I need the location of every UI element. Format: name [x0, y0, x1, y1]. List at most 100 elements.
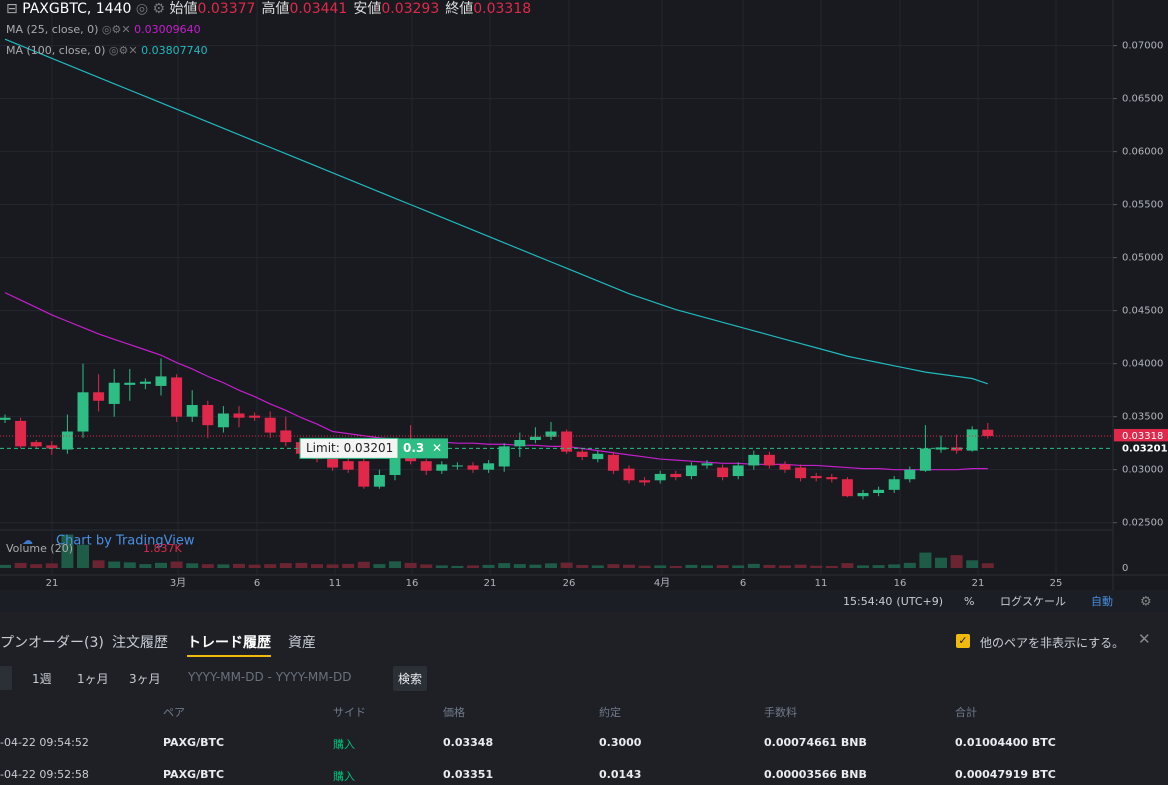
volume-bar	[903, 562, 916, 568]
candle-body	[46, 445, 58, 449]
x-tick-label: 11	[815, 578, 828, 589]
volume-bar	[14, 562, 27, 568]
volume-bar	[732, 565, 745, 568]
volume-bar	[981, 563, 994, 568]
candle-body	[685, 465, 697, 477]
hide-other: 他のペアを非表示にする。	[980, 636, 1125, 650]
column-header: サイド	[333, 706, 366, 719]
candle-body	[966, 429, 978, 451]
candle-body	[701, 463, 713, 466]
percent-btn[interactable]: %	[964, 595, 974, 608]
volume-bar	[295, 562, 308, 568]
volume-bar	[747, 563, 760, 568]
candle-body	[15, 420, 27, 447]
checkbox[interactable]: ✓	[956, 634, 970, 648]
cell: 0.00003566 BNB	[764, 768, 867, 781]
filter-bg	[0, 666, 12, 690]
close[interactable]: ✕	[1138, 630, 1151, 648]
search-btn[interactable]: 検索	[393, 666, 428, 691]
candle-body	[233, 413, 245, 418]
ohlc-label: 安値	[353, 1, 381, 17]
candle-body	[748, 454, 760, 466]
candle-body	[576, 451, 588, 457]
volume-bar	[342, 563, 355, 568]
filter[interactable]: 3ヶ月	[129, 672, 161, 686]
candle-body	[373, 474, 385, 487]
log-btn[interactable]: ログスケール	[1000, 594, 1066, 608]
volume-bar	[92, 560, 105, 568]
volume-bar	[779, 565, 791, 568]
candle-body	[342, 461, 354, 470]
volume-bar	[935, 557, 947, 568]
candle-body	[30, 442, 42, 447]
icons: ◎⚙✕	[105, 44, 141, 57]
cell: 0.00047919 BTC	[955, 768, 1056, 781]
volume-bar	[888, 564, 901, 568]
column-header: 価格	[443, 706, 465, 719]
filter[interactable]: 1ヶ月	[77, 672, 109, 686]
volume-bar	[857, 565, 869, 568]
tab[interactable]: プンオーダー(3)	[0, 635, 104, 651]
candle-body	[919, 448, 931, 471]
volume-bar	[669, 565, 682, 568]
volume-bar	[950, 555, 963, 568]
candle-body	[61, 431, 73, 450]
ohlc-value: 0.03377	[198, 1, 256, 17]
candle-body	[873, 489, 885, 494]
candle-body	[358, 461, 370, 487]
volume-bar	[420, 564, 433, 568]
candle-body	[436, 464, 448, 471]
candle-body	[514, 440, 526, 447]
cell: 0.0143	[599, 768, 642, 781]
candle-body	[529, 436, 541, 440]
volume-bar	[357, 561, 370, 568]
volume-bar	[311, 564, 323, 568]
ohlc-label: 終値	[445, 1, 473, 17]
volume-bar	[685, 564, 698, 568]
x-tick-label: 25	[1050, 578, 1063, 589]
cell: 0.01004400 BTC	[955, 736, 1056, 749]
date-range[interactable]: YYYY-MM-DD - YYYY-MM-DD	[188, 670, 352, 684]
tab[interactable]: 注文履歴	[112, 635, 168, 651]
ma-name: MA (25, close, 0)	[6, 23, 98, 36]
tab-active[interactable]: トレード履歴	[187, 632, 271, 657]
volume-bar	[279, 563, 292, 568]
volume-bar	[716, 565, 729, 568]
volume-bar	[529, 564, 542, 568]
y-tick-label: 0.06000	[1122, 147, 1163, 158]
order-cancel[interactable]: ✕	[432, 441, 442, 455]
x-tick-label: 21	[484, 578, 497, 589]
ma-line	[4, 292, 988, 471]
y-tick-label: 0.04000	[1122, 359, 1163, 370]
order-tag-bg	[1114, 441, 1168, 456]
y-tick-label: 0.03500	[1122, 412, 1163, 423]
candle-body	[561, 431, 573, 452]
volume-bar	[872, 565, 885, 568]
candle-body	[124, 382, 136, 385]
volume-bar	[326, 564, 339, 568]
timezone: (UTC+9)	[896, 595, 943, 608]
icons: ◎ ⚙	[131, 1, 169, 17]
volume-bar	[794, 564, 807, 568]
candle-body	[249, 415, 261, 418]
candle-body	[77, 392, 89, 432]
auto-btn[interactable]: 自動	[1091, 594, 1113, 608]
x-tick-label: 21	[46, 578, 59, 589]
settings[interactable]: ⚙	[1140, 595, 1152, 610]
candle-body	[763, 454, 775, 466]
y-tick-label: 0.04500	[1122, 306, 1163, 317]
candle-body	[670, 473, 682, 478]
candle-body	[451, 465, 463, 467]
cell: PAXG/BTC	[163, 768, 225, 781]
candle-body	[420, 461, 432, 471]
column-header: 手数料	[764, 706, 797, 719]
chart: ⊟ PAXGBTC, 1440 ◎ ⚙ 始値0.03377 高値0.03441 安値…	[0, 0, 1168, 610]
cell: -04-22 09:52:58	[0, 768, 89, 781]
candle-body	[217, 413, 229, 428]
candle-body	[108, 382, 120, 404]
tab[interactable]: 資産	[288, 635, 316, 651]
volume-bar	[810, 565, 823, 568]
volume-bar	[966, 560, 979, 568]
filter[interactable]: 1週	[32, 672, 52, 686]
column-header: 合計	[955, 706, 977, 719]
